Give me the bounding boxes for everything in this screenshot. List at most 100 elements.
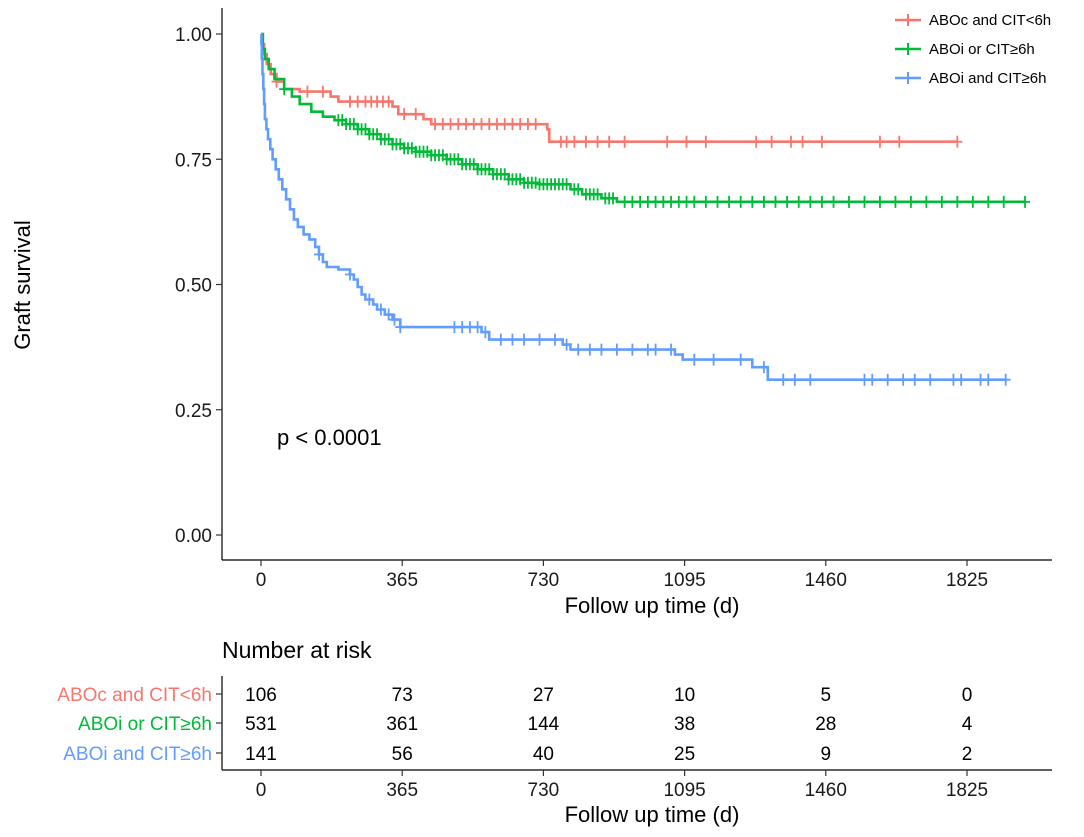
censor-mark <box>1020 195 1031 208</box>
censor-mark <box>793 195 804 208</box>
risk-cell: 56 <box>392 744 413 765</box>
x-axis-title: Follow up time (d) <box>565 593 740 618</box>
censor-mark <box>789 373 800 386</box>
censor-mark <box>909 373 920 386</box>
censor-mark <box>1000 373 1011 386</box>
censor-mark <box>519 333 530 346</box>
risk-x-tick-label: 1095 <box>663 780 705 801</box>
censor-mark <box>983 195 994 208</box>
censor-mark <box>395 321 406 334</box>
censor-mark <box>785 135 796 148</box>
risk-x-tick-label: 1825 <box>946 780 988 801</box>
censor-mark <box>700 135 711 148</box>
censor-mark <box>844 195 855 208</box>
censor-mark <box>584 343 595 356</box>
censor-mark <box>495 333 506 346</box>
y-tick-label: 0.75 <box>175 150 212 171</box>
risk-cell: 27 <box>533 685 554 706</box>
censor-mark <box>689 353 700 366</box>
censor-mark <box>569 135 580 148</box>
censor-mark <box>859 195 870 208</box>
censor-mark <box>816 195 827 208</box>
censor-mark <box>604 135 615 148</box>
censor-mark <box>758 195 769 208</box>
censor-mark <box>766 135 777 148</box>
censor-mark <box>383 308 394 321</box>
risk-cell: 141 <box>245 744 277 765</box>
censor-mark <box>666 343 677 356</box>
censor-mark <box>480 326 491 339</box>
censor-mark <box>782 195 793 208</box>
x-tick-label: 1095 <box>663 570 705 591</box>
risk-cell: 4 <box>962 714 973 735</box>
censor-mark <box>314 248 325 261</box>
censor-mark <box>619 135 630 148</box>
censor-mark <box>596 343 607 356</box>
censor-mark <box>983 373 994 386</box>
survival-plot: 0.00 0.25 0.50 0.75 1.00 0 365 730 1095 1460 1825 F… <box>10 8 1052 618</box>
risk-cell: 73 <box>392 685 413 706</box>
censor-mark <box>550 333 561 346</box>
censor-mark <box>712 195 723 208</box>
risk-cell: 531 <box>245 714 277 735</box>
censor-mark <box>627 343 638 356</box>
censor-mark <box>797 135 808 148</box>
x-tick-label: 1460 <box>805 570 847 591</box>
censor-mark <box>816 135 827 148</box>
censor-mark <box>890 195 901 208</box>
censor-mark <box>874 135 885 148</box>
y-tick-label: 1.00 <box>175 25 212 46</box>
censor-mark <box>302 85 313 98</box>
legend-label: ABOc and CIT<6h <box>929 12 1051 29</box>
y-tick-label: 0.00 <box>175 526 212 547</box>
y-axis-title: Graft survival <box>10 220 35 350</box>
risk-x-axis-title: Follow up time (d) <box>565 802 740 827</box>
risk-cell: 28 <box>815 714 836 735</box>
censor-mark <box>279 83 290 96</box>
risk-x-tick-label: 0 <box>256 780 267 801</box>
censor-mark <box>573 343 584 356</box>
risk-row-label: ABOi and CIT≥6h <box>63 744 212 765</box>
risk-table: Number at risk ABOc and CIT<6h 106 73 27 10 5 0… <box>57 637 1052 827</box>
censor-mark <box>389 313 400 326</box>
risk-cell: 9 <box>821 744 832 765</box>
risk-cell: 106 <box>245 685 277 706</box>
censor-mark <box>758 361 769 374</box>
censor-mark <box>778 373 789 386</box>
risk-cell: 0 <box>962 685 973 706</box>
censor-mark <box>410 108 421 121</box>
risk-cell: 144 <box>528 714 560 735</box>
risk-cell: 38 <box>674 714 695 735</box>
risk-x-tick-label: 365 <box>386 780 418 801</box>
censor-mark <box>608 192 619 205</box>
x-tick-label: 730 <box>528 570 560 591</box>
censor-mark <box>383 95 394 108</box>
censor-mark <box>952 135 963 148</box>
censor-mark <box>344 268 355 281</box>
censor-mark <box>724 195 735 208</box>
risk-cell: 40 <box>533 744 554 765</box>
censor-mark <box>399 108 410 121</box>
censor-mark <box>317 85 328 98</box>
censor-mark <box>530 118 541 131</box>
survival-curve-3 <box>260 32 1006 381</box>
x-tick-label: 1825 <box>946 570 988 591</box>
censor-mark <box>573 183 584 196</box>
risk-x-tick-label: 1460 <box>805 780 847 801</box>
censor-mark <box>956 373 967 386</box>
censor-mark <box>507 333 518 346</box>
censor-mark <box>364 293 375 306</box>
p-value-annotation: p < 0.0001 <box>277 425 382 450</box>
censor-mark <box>375 303 386 316</box>
legend-label: ABOi or CIT≥6h <box>929 41 1035 58</box>
censor-mark <box>735 195 746 208</box>
censor-mark <box>689 195 700 208</box>
censor-mark <box>700 195 711 208</box>
censor-mark <box>580 135 591 148</box>
risk-cell: 2 <box>962 744 973 765</box>
censor-mark <box>998 195 1009 208</box>
censor-mark <box>708 353 719 366</box>
y-tick-label: 0.25 <box>175 401 212 422</box>
risk-row-label: ABOi or CIT≥6h <box>78 714 212 735</box>
